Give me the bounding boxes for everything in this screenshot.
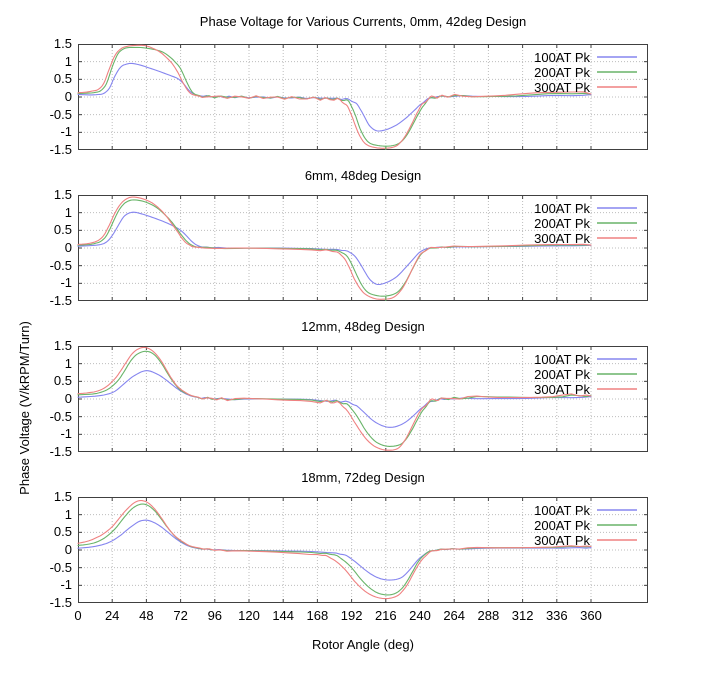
y-tick-label: 1.5 xyxy=(53,489,72,504)
y-tick-label: -1.5 xyxy=(49,142,72,157)
y-tick-label: 0 xyxy=(64,542,72,557)
x-tick-label: 0 xyxy=(74,608,82,623)
legend-label: 200AT Pk xyxy=(534,216,590,231)
x-tick-label: 240 xyxy=(409,608,431,623)
subplot-4-plot-area xyxy=(77,497,648,603)
y-tick-label: -0.5 xyxy=(49,106,72,122)
subplot-3-title: 12mm, 48deg Design xyxy=(301,319,425,334)
x-tick-label: 360 xyxy=(580,608,602,623)
x-tick-label: 264 xyxy=(443,608,466,623)
plot-border xyxy=(78,346,648,452)
legend-label: 200AT Pk xyxy=(534,65,590,80)
y-tick-label: -1 xyxy=(60,577,72,593)
x-tick-label: 96 xyxy=(207,608,223,623)
y-tick-label: 1 xyxy=(64,204,72,220)
legend-label: 300AT Pk xyxy=(534,231,590,246)
series-line-200at-pk xyxy=(77,350,592,447)
series-line-100at-pk xyxy=(77,62,592,132)
y-tick-label: -1.5 xyxy=(49,444,72,459)
legend-label: 100AT Pk xyxy=(534,352,590,367)
y-tick-label: 1 xyxy=(64,506,72,522)
series-line-300at-pk xyxy=(77,346,592,451)
subplot-4-title: 18mm, 72deg Design xyxy=(301,470,425,485)
y-tick-label: 1 xyxy=(64,53,72,69)
legend-label: 300AT Pk xyxy=(534,533,590,548)
x-tick-label: 144 xyxy=(272,608,295,623)
x-tick-label: 336 xyxy=(545,608,568,623)
y-tick-label: -0.5 xyxy=(49,559,72,575)
plot-border xyxy=(78,497,648,603)
y-tick-label: 1.5 xyxy=(53,187,72,202)
series-line-200at-pk xyxy=(77,199,592,297)
series-line-100at-pk xyxy=(77,519,592,581)
series-line-200at-pk xyxy=(77,46,592,147)
y-tick-label: -1 xyxy=(60,275,72,291)
y-tick-label: 0 xyxy=(64,89,72,104)
x-tick-label: 288 xyxy=(477,608,500,623)
legend-label: 100AT Pk xyxy=(534,50,590,65)
x-tick-label: 24 xyxy=(104,608,120,623)
series-line-200at-pk xyxy=(77,503,592,596)
legend-label: 200AT Pk xyxy=(534,367,590,382)
y-tick-label: -1 xyxy=(60,124,72,140)
y-tick-label: -0.5 xyxy=(49,257,72,273)
x-tick-label: 120 xyxy=(238,608,260,623)
subplot-1-title: Phase Voltage for Various Currents, 0mm,… xyxy=(199,14,527,29)
x-tick-label: 48 xyxy=(139,608,154,623)
x-tick-label: 312 xyxy=(511,608,534,623)
y-tick-label: -1.5 xyxy=(49,595,72,610)
legend-label: 200AT Pk xyxy=(534,518,590,533)
legend-label: 100AT Pk xyxy=(534,503,590,518)
series-line-300at-pk xyxy=(77,196,592,300)
series-line-100at-pk xyxy=(77,211,592,286)
legend-label: 300AT Pk xyxy=(534,80,590,95)
y-tick-label: -0.5 xyxy=(49,408,72,424)
y-tick-label: -1 xyxy=(60,426,72,442)
x-tick-label: 192 xyxy=(340,608,363,623)
x-axis-label: Rotor Angle (deg) xyxy=(312,637,414,652)
plot-border xyxy=(78,195,648,301)
series-line-300at-pk xyxy=(77,44,592,149)
series-line-300at-pk xyxy=(77,499,592,600)
plot-border xyxy=(78,44,648,150)
y-tick-label: 0.5 xyxy=(53,524,72,540)
y-tick-label: 0 xyxy=(64,240,72,255)
subplot-2-title: 6mm, 48deg Design xyxy=(304,168,422,183)
x-tick-label: 216 xyxy=(374,608,397,623)
x-tick-label: 168 xyxy=(306,608,329,623)
y-tick-label: 0.5 xyxy=(53,222,72,238)
y-tick-label: 0 xyxy=(64,391,72,406)
subplot-1-plot-area xyxy=(77,44,648,150)
y-tick-label: 1.5 xyxy=(53,36,72,51)
y-tick-label: 1.5 xyxy=(53,338,72,353)
y-tick-label: -1.5 xyxy=(49,293,72,308)
subplot-2-plot-area xyxy=(77,195,648,301)
legend-label: 100AT Pk xyxy=(534,201,590,216)
y-tick-label: 0.5 xyxy=(53,71,72,87)
x-tick-label: 72 xyxy=(173,608,188,623)
y-tick-label: 0.5 xyxy=(53,373,72,389)
legend-label: 300AT Pk xyxy=(534,382,590,397)
y-tick-label: 1 xyxy=(64,355,72,371)
series-line-100at-pk xyxy=(77,370,592,428)
subplot-3-plot-area xyxy=(77,346,648,452)
